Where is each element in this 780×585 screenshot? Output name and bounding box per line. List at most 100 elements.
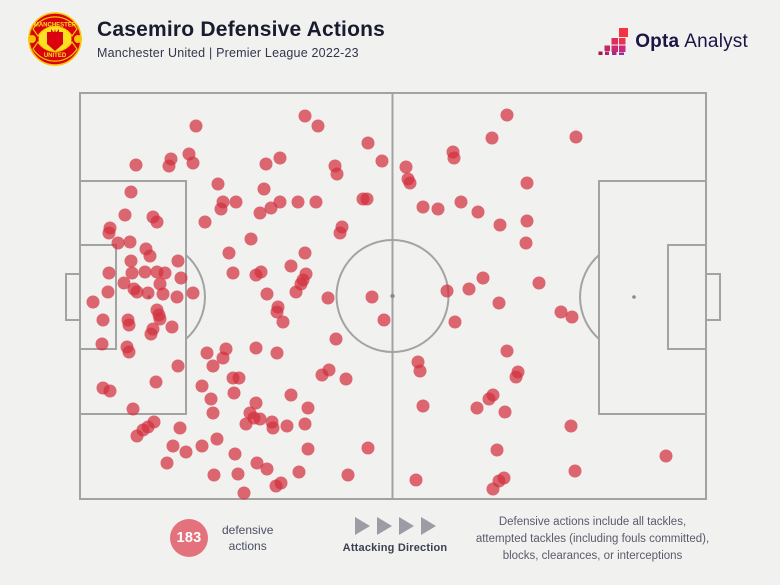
stat-label-line1: defensive bbox=[222, 523, 274, 537]
defensive-action-dot bbox=[416, 200, 430, 214]
defensive-action-dot bbox=[173, 421, 187, 435]
defensive-action-dot bbox=[270, 346, 284, 360]
defensive-action-dot bbox=[485, 131, 499, 145]
defensive-action-dot bbox=[259, 157, 273, 171]
stat-label: defensive actions bbox=[222, 522, 273, 554]
defensive-action-dot bbox=[102, 266, 116, 280]
defensive-action-dot bbox=[174, 271, 188, 285]
defensive-action-dot bbox=[153, 277, 167, 291]
right-arrow-icon bbox=[376, 517, 392, 535]
opta-logo-icon bbox=[598, 28, 629, 55]
note-line-2: attempted tackles (including fouls commi… bbox=[475, 533, 710, 545]
defensive-action-dot bbox=[204, 392, 218, 406]
defensive-action-dot bbox=[298, 109, 312, 123]
defensive-action-dot bbox=[315, 368, 329, 382]
defensive-action-dot bbox=[118, 208, 132, 222]
defensive-action-dot bbox=[500, 344, 514, 358]
defensive-action-dot bbox=[111, 236, 125, 250]
footer: 183 defensive actions Attacking Directio… bbox=[0, 508, 780, 585]
defensive-action-dot bbox=[486, 388, 500, 402]
right-goal bbox=[705, 273, 721, 321]
defensive-action-dot bbox=[520, 214, 534, 228]
defensive-action-dot bbox=[309, 195, 323, 209]
defensive-action-dot bbox=[232, 371, 246, 385]
defensive-action-dot bbox=[492, 296, 506, 310]
defensive-action-dot bbox=[166, 439, 180, 453]
defensive-action-dot bbox=[206, 359, 220, 373]
defensive-action-dot bbox=[211, 177, 225, 191]
defensive-action-dot bbox=[280, 419, 294, 433]
defensive-action-dot bbox=[253, 412, 267, 426]
opta-analyst-logo: Opta Analyst bbox=[598, 28, 748, 55]
defensive-action-dot bbox=[291, 195, 305, 209]
defensive-action-dot bbox=[365, 290, 379, 304]
defensive-action-dot bbox=[150, 215, 164, 229]
defensive-action-dot bbox=[149, 375, 163, 389]
definition-note: Defensive actions include all tackles, a… bbox=[455, 514, 730, 565]
defensive-action-dot bbox=[249, 396, 263, 410]
defensive-action-dot bbox=[360, 192, 374, 206]
defensive-action-dot bbox=[153, 312, 167, 326]
defensive-action-dot bbox=[122, 345, 136, 359]
defensive-action-dot bbox=[493, 218, 507, 232]
stat-value: 183 bbox=[176, 530, 202, 546]
defensive-action-dot bbox=[124, 254, 138, 268]
defensive-action-dot bbox=[554, 305, 568, 319]
attacking-direction-label: Attacking Direction bbox=[342, 542, 448, 554]
defensive-action-dot bbox=[231, 467, 245, 481]
note-line-1: Defensive actions include all tackles, bbox=[498, 516, 687, 528]
brand-opta: Opta bbox=[635, 30, 680, 52]
defensive-action-dot bbox=[229, 195, 243, 209]
defensive-action-dot bbox=[403, 176, 417, 190]
defensive-action-dot bbox=[273, 195, 287, 209]
defensive-action-dot bbox=[170, 290, 184, 304]
right-arrow-icon bbox=[420, 517, 436, 535]
defensive-action-dot bbox=[207, 468, 221, 482]
defensive-action-dot bbox=[96, 313, 110, 327]
defensive-action-dot bbox=[226, 266, 240, 280]
defensive-action-dot bbox=[416, 399, 430, 413]
defensive-action-dot bbox=[186, 286, 200, 300]
defensive-action-dot bbox=[249, 341, 263, 355]
defensive-action-dot bbox=[144, 327, 158, 341]
stat-label-line2: actions bbox=[228, 539, 267, 553]
defensive-action-dot bbox=[568, 464, 582, 478]
defensive-action-dot bbox=[447, 151, 461, 165]
defensive-action-dot bbox=[198, 215, 212, 229]
defensive-action-dot bbox=[471, 205, 485, 219]
defensive-action-dot bbox=[138, 265, 152, 279]
defensive-action-dot bbox=[143, 249, 157, 263]
title-block: Casemiro Defensive Actions Manchester Un… bbox=[97, 18, 385, 60]
defensive-action-dot bbox=[448, 315, 462, 329]
defensive-action-dot bbox=[125, 266, 139, 280]
defensive-action-dot bbox=[470, 401, 484, 415]
defensive-action-dot bbox=[520, 176, 534, 190]
defensive-action-dot bbox=[129, 158, 143, 172]
defensive-action-dot bbox=[260, 287, 274, 301]
defensive-action-dot bbox=[86, 295, 100, 309]
defensive-action-dot bbox=[126, 402, 140, 416]
defensive-action-dot bbox=[222, 246, 236, 260]
defensive-action-dot bbox=[333, 226, 347, 240]
right-penalty-spot bbox=[632, 295, 636, 299]
defensive-action-dot bbox=[162, 159, 176, 173]
defensive-action-dot bbox=[361, 136, 375, 150]
defensive-action-dot bbox=[122, 318, 136, 332]
attacking-direction: Attacking Direction bbox=[340, 517, 450, 554]
defensive-action-dot bbox=[244, 232, 258, 246]
defensive-action-dot bbox=[216, 351, 230, 365]
defensive-action-dot bbox=[454, 195, 468, 209]
svg-text:MANCHESTER: MANCHESTER bbox=[34, 23, 77, 29]
defensive-action-dot bbox=[227, 386, 241, 400]
defensive-action-dot bbox=[289, 285, 303, 299]
defensive-action-dot bbox=[490, 443, 504, 457]
defensive-action-dot bbox=[311, 119, 325, 133]
defensive-action-dot bbox=[237, 486, 251, 500]
defensive-action-dot bbox=[341, 468, 355, 482]
defensive-action-dot bbox=[156, 287, 170, 301]
defensive-action-dot bbox=[431, 202, 445, 216]
defensive-action-dot bbox=[179, 445, 193, 459]
defensive-action-dot bbox=[195, 379, 209, 393]
defensive-action-dot bbox=[141, 286, 155, 300]
